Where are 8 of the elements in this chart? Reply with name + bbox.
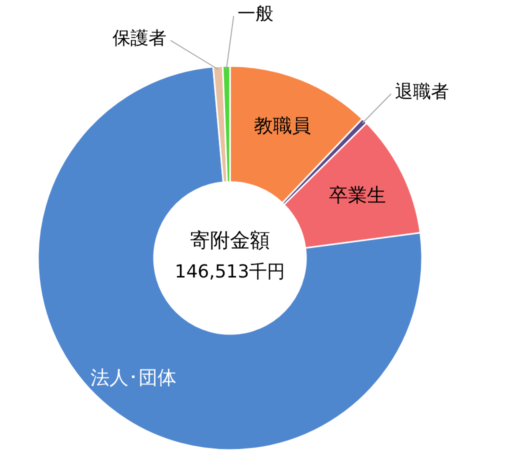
slice-label: 卒業生 xyxy=(329,184,386,207)
text: 寄附金額 xyxy=(190,228,270,252)
text: 146,513千円 xyxy=(174,262,286,282)
slice-label: 法人･団体 xyxy=(90,367,177,390)
slice-label: 一般 xyxy=(238,4,274,25)
slice-label: 退職者 xyxy=(395,81,450,102)
slice-label: 保護者 xyxy=(112,28,167,49)
slice-label: 教職員 xyxy=(254,115,312,138)
